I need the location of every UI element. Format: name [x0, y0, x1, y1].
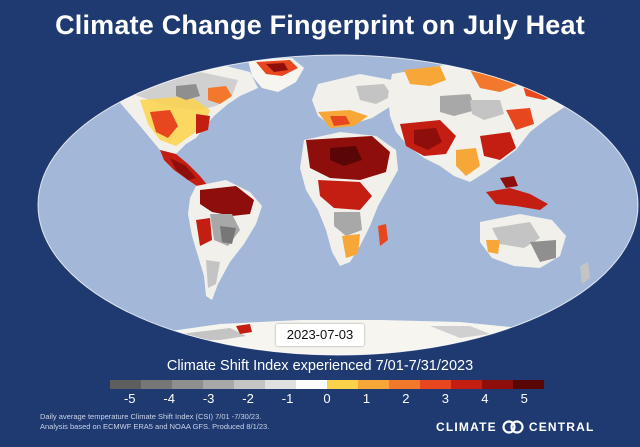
legend-swatch	[296, 380, 327, 389]
madagascar	[378, 224, 388, 246]
legend-swatch	[110, 380, 141, 389]
legend-swatch	[451, 380, 482, 389]
new-zealand	[580, 262, 590, 284]
legend-title: Climate Shift Index experienced 7/01-7/3…	[166, 358, 474, 374]
legend-swatch	[327, 380, 358, 389]
legend-tick: 5	[520, 391, 528, 406]
legend-tick: 3	[441, 391, 449, 406]
legend-tick: -5	[123, 391, 136, 406]
legend-tick: -1	[281, 391, 294, 406]
legend-swatch	[203, 380, 234, 389]
brand-left-text: CLIMATE	[436, 420, 497, 434]
legend-swatch	[234, 380, 265, 389]
legend-swatch	[172, 380, 203, 389]
legend-tick: 2	[402, 391, 410, 406]
legend-tick: -4	[163, 391, 175, 406]
footnote-line: Daily average temperature Climate Shift …	[40, 412, 262, 421]
legend-tick: 4	[481, 391, 489, 406]
footnote: Daily average temperature Climate Shift …	[40, 412, 340, 432]
legend-swatch	[420, 380, 451, 389]
page-title: Climate Change Fingerprint on July Heat	[55, 10, 585, 40]
legend-tick: -2	[242, 391, 254, 406]
legend-color-bar	[110, 380, 544, 389]
legend-swatch	[513, 380, 544, 389]
legend-swatch	[482, 380, 513, 389]
climate-central-rings-icon	[502, 420, 524, 434]
brand-right-text: CENTRAL	[528, 420, 595, 434]
legend-tick: 0	[323, 391, 331, 406]
legend-swatch	[389, 380, 420, 389]
date-label: 2023-07-03	[276, 324, 364, 346]
climate-central-logo: CLIMATE CENTRAL	[436, 419, 595, 435]
maritime-southeast-asia	[486, 188, 548, 210]
legend-swatch	[358, 380, 389, 389]
footnote-line: Analysis based on ECMWF ERA5 and NOAA GF…	[40, 422, 270, 431]
legend-swatch	[141, 380, 172, 389]
legend-ticks: -5 -4 -3 -2 -1 0 1 2 3 4 5	[110, 390, 544, 408]
legend-swatch	[265, 380, 296, 389]
legend-tick: 1	[362, 391, 371, 406]
legend-tick: -3	[202, 391, 215, 406]
